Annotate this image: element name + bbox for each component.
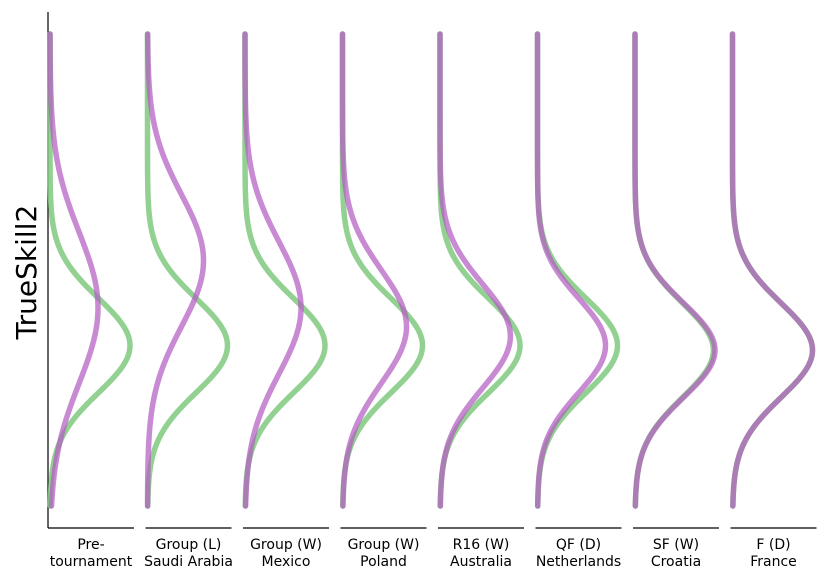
stage-labels: Pre-tournament Group (L)Saudi Arabia Group… xyxy=(50,537,797,570)
green-density-curve-7 xyxy=(729,31,816,509)
purple-density-curve-1 xyxy=(144,31,207,509)
purple-density-curve-6 xyxy=(632,31,718,509)
stage-label-line1-0: Pre- xyxy=(77,537,104,553)
purple-density-curve-7 xyxy=(729,31,816,509)
stage-label-line2-2: Mexico xyxy=(262,554,311,570)
purple-density-curve-3 xyxy=(339,31,410,509)
green-density-curve-2 xyxy=(242,31,328,509)
density-curves xyxy=(47,31,816,509)
green-density-curve-6 xyxy=(632,31,717,509)
stage-label-line1-6: SF (W) xyxy=(653,537,699,553)
stage-label-line2-3: Poland xyxy=(360,554,407,570)
stage-label-line2-0: tournament xyxy=(50,554,133,570)
stage-label-line1-2: Group (W) xyxy=(250,537,322,553)
stage-label-line2-1: Saudi Arabia xyxy=(144,554,233,570)
purple-density-curve-5 xyxy=(534,31,609,509)
purple-density-curve-4 xyxy=(437,31,514,509)
stage-label-line2-4: Australia xyxy=(450,554,512,570)
green-density-curve-1 xyxy=(144,31,231,509)
stage-label-line1-3: Group (W) xyxy=(348,537,420,553)
stage-label-line1-7: F (D) xyxy=(756,537,790,553)
stage-label-line1-1: Group (L) xyxy=(156,537,222,553)
stage-label-line1-5: QF (D) xyxy=(556,537,601,553)
y-axis-label: TrueSkill2 xyxy=(10,205,43,341)
stage-label-line2-7: France xyxy=(750,554,797,570)
stage-label-line2-6: Croatia xyxy=(651,554,701,570)
purple-density-curve-0 xyxy=(47,31,101,509)
stage-label-line1-4: R16 (W) xyxy=(453,537,510,553)
purple-density-curve-2 xyxy=(242,31,304,509)
stage-label-line2-5: Netherlands xyxy=(536,554,621,570)
